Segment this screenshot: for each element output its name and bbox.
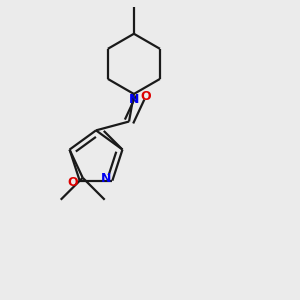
- Text: N: N: [129, 93, 139, 106]
- Text: N: N: [101, 172, 112, 184]
- Text: O: O: [67, 176, 78, 189]
- Text: O: O: [140, 90, 151, 104]
